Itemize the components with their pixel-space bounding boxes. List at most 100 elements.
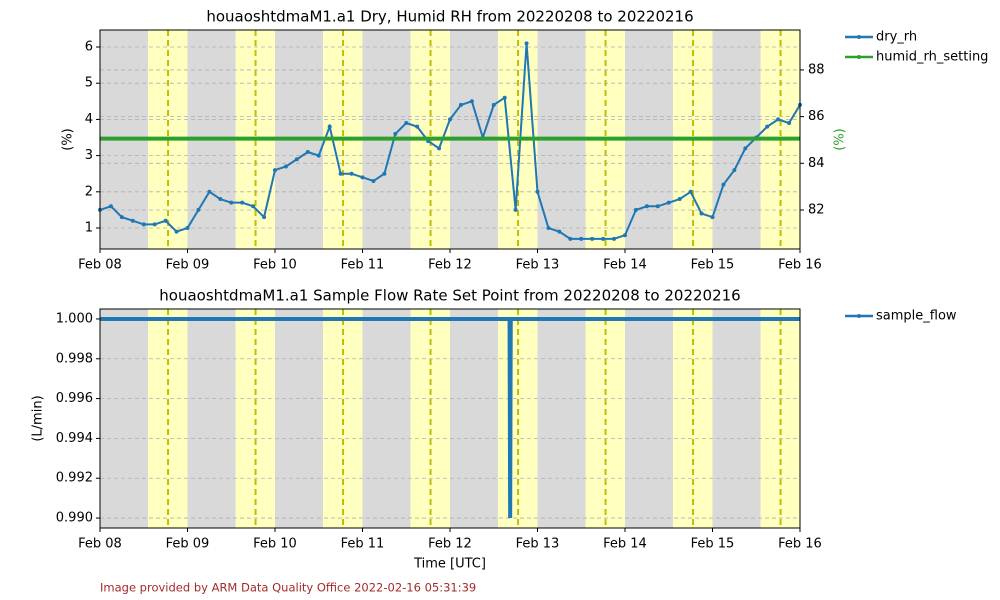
series-line bbox=[100, 316, 800, 519]
series-marker bbox=[185, 226, 190, 231]
footer: Image provided by ARM Data Quality Offic… bbox=[100, 581, 476, 595]
y-tick-label: 0.996 bbox=[56, 391, 93, 406]
series-marker bbox=[229, 200, 234, 205]
y-axis-label: (L/min) bbox=[31, 395, 46, 441]
series-marker bbox=[776, 117, 781, 122]
x-tick-label: Feb 08 bbox=[78, 537, 122, 552]
series-marker bbox=[557, 229, 562, 234]
series-marker bbox=[601, 236, 606, 241]
series-marker bbox=[393, 131, 398, 136]
series-marker bbox=[732, 168, 737, 173]
y-axis-label: (%) bbox=[61, 128, 76, 151]
legend-label: sample_flow bbox=[876, 309, 957, 324]
series-marker bbox=[349, 171, 354, 176]
y-tick-label: 1.000 bbox=[56, 311, 93, 326]
x-tick-label: Feb 09 bbox=[166, 258, 210, 273]
series-marker bbox=[305, 149, 310, 154]
x-tick-label: Feb 13 bbox=[516, 258, 560, 273]
series-marker bbox=[130, 218, 135, 223]
x-tick-label: Feb 13 bbox=[516, 537, 560, 552]
series-marker bbox=[327, 124, 332, 129]
x-tick-label: Feb 11 bbox=[341, 537, 385, 552]
series-marker bbox=[677, 197, 682, 202]
series-marker bbox=[590, 236, 595, 241]
legend-marker bbox=[857, 55, 861, 59]
y-tick-label: 6 bbox=[85, 40, 93, 55]
series-marker bbox=[141, 222, 146, 227]
y2-axis-label: (%) bbox=[833, 128, 848, 151]
series-marker bbox=[579, 236, 584, 241]
legend-label: dry_rh bbox=[876, 30, 917, 45]
series-marker bbox=[699, 211, 704, 216]
y-tick-label: 1 bbox=[85, 221, 93, 236]
series-marker bbox=[666, 200, 671, 205]
series-marker bbox=[108, 204, 113, 209]
legend-label: humid_rh_setting bbox=[876, 50, 988, 65]
y-tick-label: 4 bbox=[85, 112, 93, 127]
series-marker bbox=[404, 121, 409, 126]
x-axis-label: Time [UTC] bbox=[413, 557, 486, 572]
x-tick-label: Feb 12 bbox=[428, 537, 472, 552]
series-marker bbox=[360, 175, 365, 180]
series-marker bbox=[152, 222, 157, 227]
x-tick-label: Feb 11 bbox=[341, 258, 385, 273]
series-marker bbox=[283, 164, 288, 169]
series-marker bbox=[546, 226, 551, 231]
y-tick-label: 0.998 bbox=[56, 351, 93, 366]
series-marker bbox=[743, 146, 748, 151]
legend-marker bbox=[857, 35, 861, 39]
x-tick-label: Feb 16 bbox=[778, 258, 822, 273]
x-tick-label: Feb 14 bbox=[603, 258, 647, 273]
series-marker bbox=[163, 218, 168, 223]
series-marker bbox=[655, 204, 660, 209]
series-marker bbox=[371, 178, 376, 183]
series-marker bbox=[415, 124, 420, 129]
series-marker bbox=[458, 102, 463, 107]
series-marker bbox=[623, 233, 627, 238]
series-marker bbox=[469, 99, 474, 104]
y2-tick-label: 86 bbox=[808, 109, 825, 124]
series-marker bbox=[787, 121, 792, 126]
series-marker bbox=[502, 95, 507, 100]
x-tick-label: Feb 12 bbox=[428, 258, 472, 273]
y2-tick-label: 82 bbox=[808, 203, 825, 218]
x-tick-label: Feb 10 bbox=[253, 258, 297, 273]
y2-tick-label: 88 bbox=[808, 62, 825, 77]
series-marker bbox=[568, 236, 573, 241]
x-tick-label: Feb 16 bbox=[778, 537, 822, 552]
series-marker bbox=[535, 189, 540, 194]
series-marker bbox=[316, 153, 321, 158]
y2-tick-label: 84 bbox=[808, 156, 825, 171]
series-marker bbox=[251, 204, 256, 209]
series-marker bbox=[218, 197, 223, 202]
series-marker bbox=[437, 146, 442, 151]
series-marker bbox=[448, 117, 452, 122]
y-tick-label: 2 bbox=[85, 184, 93, 199]
series-marker bbox=[491, 102, 496, 107]
legend-marker bbox=[857, 314, 861, 318]
series-marker bbox=[294, 157, 299, 162]
series-marker bbox=[119, 215, 124, 220]
x-tick-label: Feb 09 bbox=[166, 537, 210, 552]
y-tick-label: 3 bbox=[85, 148, 93, 163]
series-marker bbox=[710, 215, 715, 220]
chart-title: houaoshtdmaM1.a1 Sample Flow Rate Set Po… bbox=[159, 287, 740, 305]
series-marker bbox=[721, 182, 726, 187]
series-marker bbox=[524, 41, 529, 46]
series-marker bbox=[513, 207, 518, 212]
series-marker bbox=[273, 168, 277, 173]
series-marker bbox=[240, 200, 245, 205]
series-marker bbox=[765, 124, 770, 129]
y-tick-label: 0.990 bbox=[56, 511, 93, 526]
series-marker bbox=[688, 189, 693, 194]
x-tick-label: Feb 15 bbox=[691, 537, 735, 552]
series-marker bbox=[612, 236, 617, 241]
x-tick-label: Feb 14 bbox=[603, 537, 647, 552]
series-marker bbox=[262, 215, 267, 220]
x-tick-label: Feb 15 bbox=[691, 258, 735, 273]
x-tick-label: Feb 10 bbox=[253, 537, 297, 552]
y-tick-label: 5 bbox=[85, 76, 93, 91]
series-marker bbox=[382, 171, 387, 176]
